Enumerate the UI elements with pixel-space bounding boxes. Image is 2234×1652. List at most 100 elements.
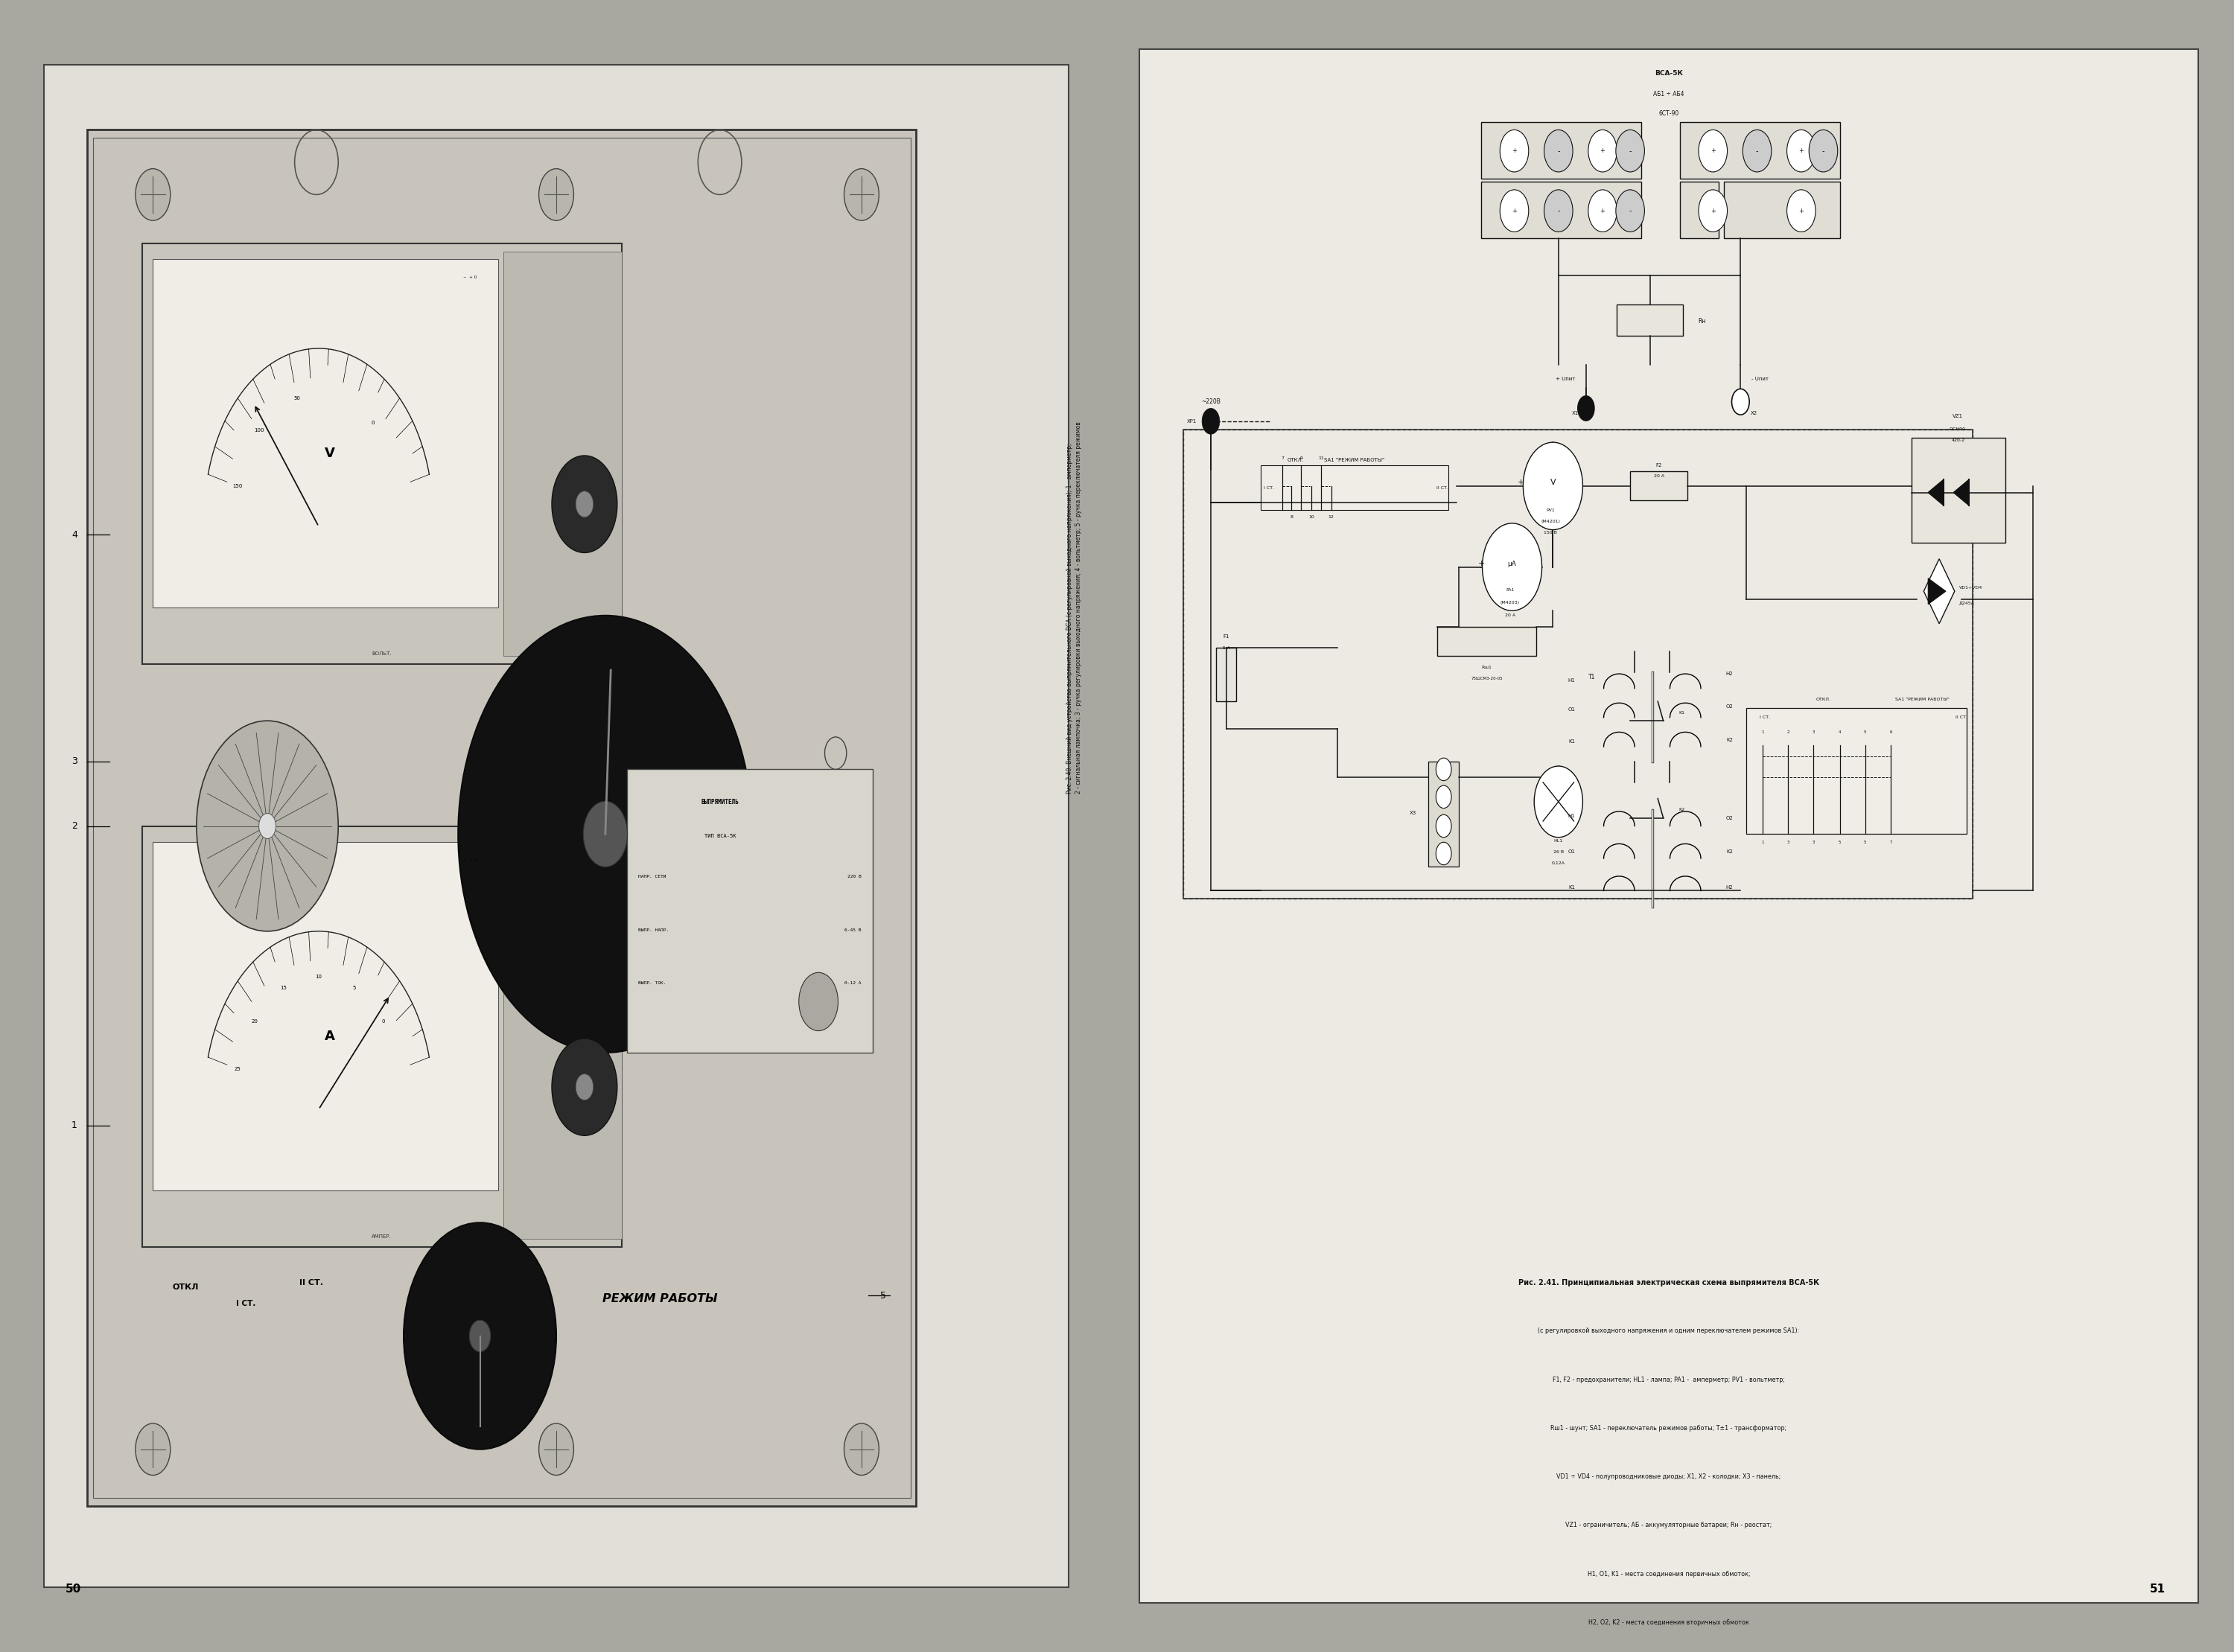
Text: PV1: PV1 (1546, 509, 1555, 512)
Text: РЕЖИМ РАБОТЫ: РЕЖИМ РАБОТЫ (603, 1294, 717, 1305)
Circle shape (1499, 131, 1528, 172)
Circle shape (583, 801, 628, 867)
Circle shape (1535, 767, 1582, 838)
Text: 4: 4 (1839, 730, 1841, 733)
Text: 150: 150 (232, 484, 244, 489)
Polygon shape (1928, 479, 1944, 506)
Text: +: + (1512, 208, 1517, 215)
Text: 75ШСМ3-20-05: 75ШСМ3-20-05 (1470, 677, 1503, 681)
Circle shape (1577, 395, 1595, 421)
Text: +: + (1711, 147, 1716, 154)
Text: X1: X1 (1571, 411, 1579, 415)
FancyBboxPatch shape (1260, 464, 1448, 510)
Polygon shape (1923, 558, 1955, 624)
Text: ВСА-5К: ВСА-5К (1655, 69, 1682, 76)
Text: 3: 3 (1812, 841, 1814, 844)
Text: АМПЕР.: АМПЕР. (371, 1234, 391, 1239)
Circle shape (1483, 524, 1541, 611)
FancyBboxPatch shape (143, 826, 621, 1247)
Text: F1: F1 (1222, 634, 1229, 639)
Text: K2: K2 (1680, 808, 1684, 811)
Text: O2: O2 (1727, 704, 1734, 709)
Text: -: - (1756, 147, 1758, 155)
Text: H2, O2, K2 - места соединения вторичных обмоток: H2, O2, K2 - места соединения вторичных … (1588, 1619, 1749, 1626)
Text: ОТКЛ.: ОТКЛ. (1816, 697, 1830, 702)
FancyBboxPatch shape (1617, 304, 1682, 335)
Circle shape (136, 169, 170, 220)
Text: μА: μА (1508, 560, 1517, 567)
Circle shape (800, 973, 838, 1031)
Text: 12: 12 (1329, 515, 1334, 519)
Text: 5: 5 (1863, 730, 1868, 733)
Text: HL1: HL1 (1555, 839, 1564, 843)
Circle shape (136, 1424, 170, 1475)
Text: ВЫПРЯМИТЕЛЬ: ВЫПРЯМИТЕЛЬ (701, 798, 739, 805)
Text: 20 А: 20 А (1506, 613, 1515, 618)
Circle shape (538, 1424, 574, 1475)
FancyBboxPatch shape (503, 251, 621, 656)
Circle shape (1615, 190, 1644, 231)
FancyBboxPatch shape (1215, 648, 1235, 702)
Text: 8: 8 (1289, 515, 1293, 519)
Text: Д245А: Д245А (1959, 601, 1975, 605)
Text: 20: 20 (250, 1019, 257, 1023)
Circle shape (1787, 190, 1816, 231)
Text: 220 В: 220 В (847, 874, 862, 879)
Text: SA1 "РЕЖИМ РАБОТЫ": SA1 "РЕЖИМ РАБОТЫ" (1325, 458, 1385, 463)
Text: A: A (324, 1029, 335, 1042)
FancyBboxPatch shape (628, 770, 873, 1052)
Circle shape (469, 1320, 491, 1351)
Text: Rн: Rн (1698, 317, 1707, 324)
FancyBboxPatch shape (87, 131, 916, 1507)
Text: V: V (1550, 479, 1555, 486)
Text: I СТ.: I СТ. (1264, 486, 1273, 489)
Text: X3: X3 (1410, 811, 1416, 816)
Text: PA1: PA1 (1506, 588, 1515, 591)
Text: I СТ.: I СТ. (237, 1300, 255, 1307)
Text: F2: F2 (1655, 463, 1662, 468)
Circle shape (1615, 131, 1644, 172)
FancyBboxPatch shape (1428, 762, 1459, 866)
FancyBboxPatch shape (1631, 471, 1687, 501)
Text: +: + (1711, 208, 1716, 215)
Circle shape (1588, 190, 1617, 231)
Text: (M4203): (M4203) (1501, 601, 1519, 605)
Circle shape (1698, 190, 1727, 231)
Polygon shape (1928, 578, 1946, 605)
FancyBboxPatch shape (1747, 707, 1966, 834)
FancyBboxPatch shape (1481, 182, 1642, 238)
Circle shape (1436, 785, 1452, 808)
FancyBboxPatch shape (1436, 626, 1537, 656)
Circle shape (1698, 131, 1727, 172)
Circle shape (576, 491, 594, 517)
Text: 10: 10 (1309, 515, 1314, 519)
Text: 0: 0 (382, 1019, 384, 1023)
Text: 3: 3 (1787, 841, 1789, 844)
Text: +: + (1600, 208, 1606, 215)
FancyBboxPatch shape (152, 259, 498, 608)
Text: 15: 15 (279, 986, 286, 991)
Circle shape (1436, 814, 1452, 838)
Text: O2: O2 (1727, 816, 1734, 819)
Text: 2: 2 (1787, 730, 1789, 733)
Circle shape (1202, 408, 1220, 434)
Text: 5: 5 (1863, 841, 1868, 844)
Text: -: - (1629, 206, 1631, 215)
Text: XP1: XP1 (1186, 420, 1197, 423)
Text: ~  + 0: ~ + 0 (462, 859, 476, 862)
Text: SA1 "РЕЖИМ РАБОТЫ": SA1 "РЕЖИМ РАБОТЫ" (1894, 697, 1950, 702)
Circle shape (844, 169, 878, 220)
Text: 0: 0 (371, 421, 375, 425)
Text: +: + (1512, 147, 1517, 154)
Text: T1: T1 (1588, 674, 1595, 681)
Text: II СТ.: II СТ. (1955, 715, 1968, 719)
Text: O1: O1 (1568, 849, 1575, 854)
Text: H1: H1 (1568, 677, 1575, 682)
Text: 5: 5 (880, 1290, 887, 1300)
Text: 3: 3 (1812, 730, 1814, 733)
Circle shape (1436, 758, 1452, 781)
Text: 5: 5 (353, 986, 355, 991)
Text: ТИП ВСА-5К: ТИП ВСА-5К (704, 834, 737, 839)
Text: K1: K1 (1568, 885, 1575, 890)
FancyBboxPatch shape (503, 834, 621, 1239)
